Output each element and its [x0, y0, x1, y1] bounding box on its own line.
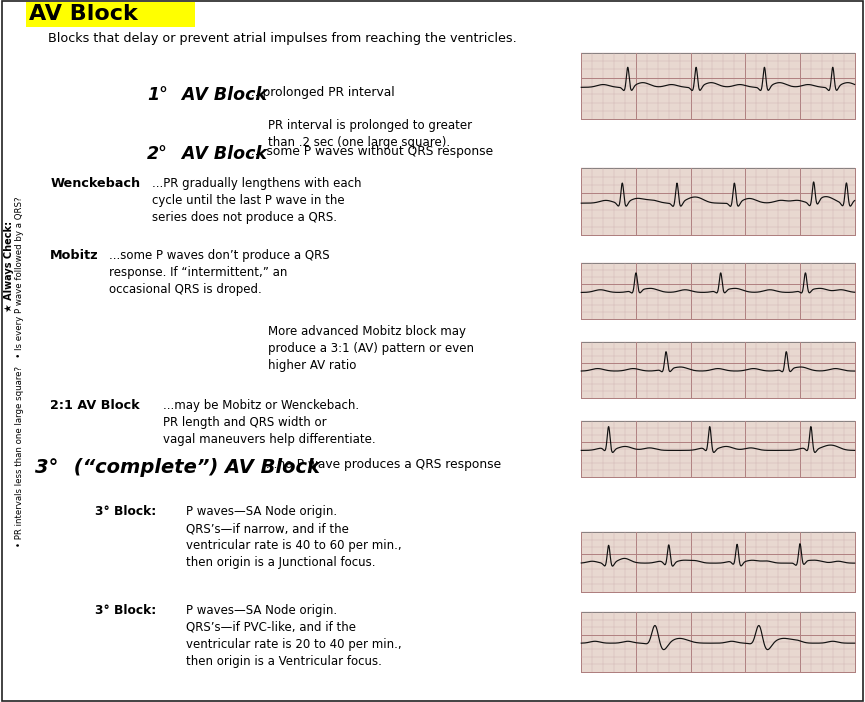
Bar — [581, 421, 855, 477]
Text: Blocks that delay or prevent atrial impulses from reaching the ventricles.: Blocks that delay or prevent atrial impu… — [48, 32, 516, 45]
Text: 2°: 2° — [147, 145, 168, 164]
Bar — [581, 53, 855, 119]
Text: (“complete”) AV Block: (“complete”) AV Block — [67, 458, 320, 477]
Text: ... some P waves without QRS response: ... some P waves without QRS response — [247, 145, 494, 159]
Bar — [581, 168, 855, 235]
Text: 2:1 AV Block: 2:1 AV Block — [50, 399, 140, 412]
Text: 3° Block:: 3° Block: — [95, 505, 157, 519]
Bar — [581, 532, 855, 592]
Text: P waves—SA Node origin.
QRS’s—if PVC-like, and if the
ventricular rate is 20 to : P waves—SA Node origin. QRS’s—if PVC-lik… — [186, 604, 401, 668]
Text: AV Block: AV Block — [176, 145, 267, 164]
Text: AV Block: AV Block — [176, 86, 267, 104]
Text: 3° Block:: 3° Block: — [95, 604, 157, 617]
Text: 3°: 3° — [35, 458, 58, 477]
Bar — [26, 2, 195, 27]
Bar — [581, 612, 855, 672]
Text: Mobitz: Mobitz — [50, 249, 99, 263]
Text: • PR intervals less than one large square?   • Is every P wave followed by a QRS: • PR intervals less than one large squar… — [15, 197, 23, 548]
Text: AV Block: AV Block — [29, 4, 138, 25]
Text: Wenckebach: Wenckebach — [50, 177, 140, 190]
Bar — [581, 263, 855, 319]
Bar — [581, 342, 855, 398]
Text: ...some P waves don’t produce a QRS
response. If “intermittent,” an
occasional Q: ...some P waves don’t produce a QRS resp… — [109, 249, 330, 296]
Text: ...no P wave produces a QRS response: ...no P wave produces a QRS response — [262, 458, 501, 471]
Text: ★ Always Check:: ★ Always Check: — [3, 221, 14, 312]
Text: 1°: 1° — [147, 86, 168, 104]
Text: More advanced Mobitz block may
produce a 3:1 (AV) pattern or even
higher AV rati: More advanced Mobitz block may produce a… — [268, 325, 474, 372]
Text: ...may be Mobitz or Wenckebach.
PR length and QRS width or
vagal maneuvers help : ...may be Mobitz or Wenckebach. PR lengt… — [163, 399, 375, 446]
Text: ...prolonged PR interval: ...prolonged PR interval — [247, 86, 395, 99]
Text: PR interval is prolonged to greater
than .2 sec (one large square).: PR interval is prolonged to greater than… — [268, 119, 472, 150]
Text: ...PR gradually lengthens with each
cycle until the last P wave in the
series do: ...PR gradually lengthens with each cycl… — [152, 177, 362, 224]
Text: P waves—SA Node origin.
QRS’s—if narrow, and if the
ventricular rate is 40 to 60: P waves—SA Node origin. QRS’s—if narrow,… — [186, 505, 401, 569]
